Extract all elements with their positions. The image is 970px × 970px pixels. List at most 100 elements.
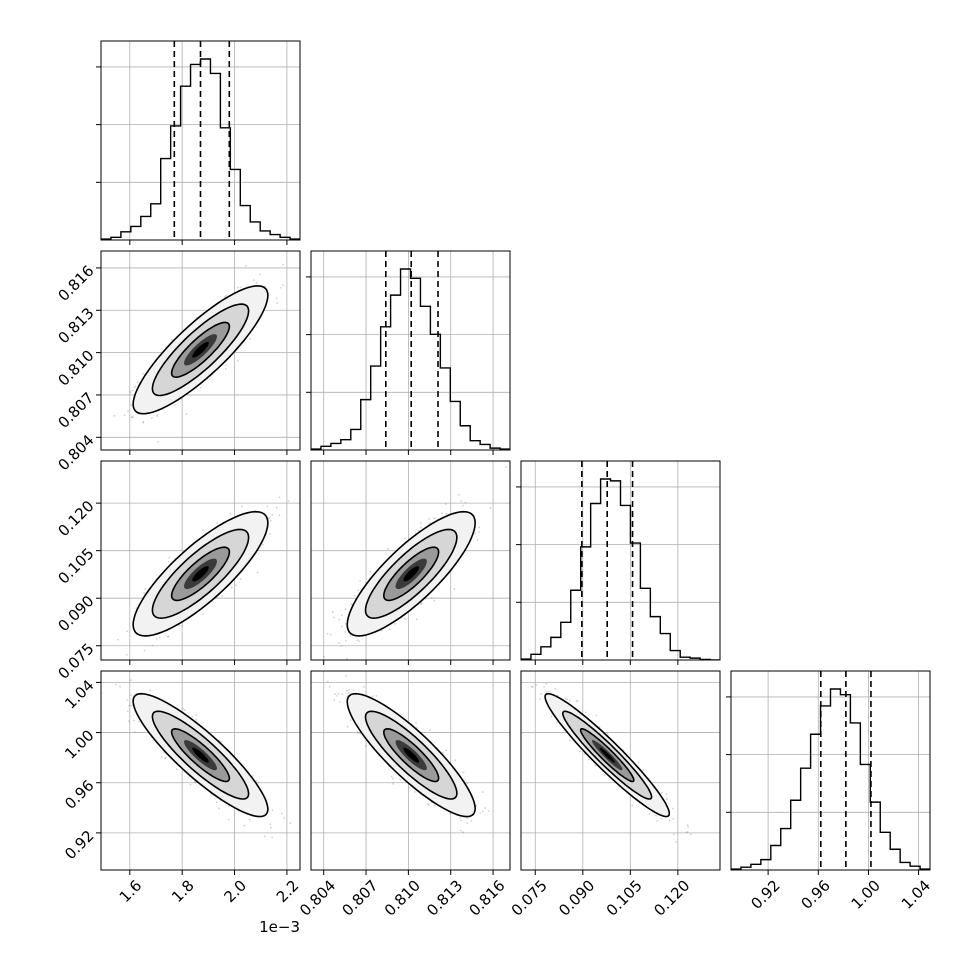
sample-point (476, 539, 479, 542)
contour-line (170, 546, 231, 602)
sample-point (183, 709, 186, 711)
sample-point (539, 698, 541, 700)
sample-point (575, 700, 578, 703)
sample-point (156, 414, 159, 416)
sample-point (127, 720, 130, 722)
sample-point (133, 386, 136, 389)
sample-point (125, 653, 128, 656)
sample-point (349, 635, 352, 637)
sample-point (543, 685, 545, 688)
sample-point (255, 281, 258, 284)
sample-point (474, 532, 477, 535)
x-tick-label: 0.96 (797, 876, 833, 912)
sample-point (348, 689, 350, 691)
sample-point (224, 368, 227, 370)
x-tick-label: 0.813 (423, 876, 466, 919)
sample-point (341, 693, 344, 695)
hist-panel-2 (521, 461, 720, 660)
sample-point (648, 813, 651, 815)
sample-point (331, 661, 333, 663)
x-tick-label: 0.804 (296, 876, 339, 919)
sample-point (666, 798, 668, 801)
sample-point (221, 595, 224, 597)
sample-point (130, 416, 133, 419)
sample-point (357, 589, 360, 592)
sample-point (326, 657, 328, 659)
sample-point (369, 570, 372, 573)
sample-point (504, 466, 507, 468)
sample-point (237, 359, 239, 362)
sample-point (237, 286, 240, 289)
sample-point (167, 635, 169, 638)
sample-point (357, 732, 359, 735)
sample-point (142, 421, 145, 423)
sample-point (687, 826, 689, 828)
sample-point (164, 756, 167, 759)
sample-point (167, 635, 170, 638)
sample-point (535, 684, 538, 686)
sample-point (419, 603, 422, 606)
sample-point (269, 532, 272, 535)
sample-point (637, 761, 640, 764)
sample-point (576, 700, 579, 702)
sample-point (195, 714, 198, 717)
sample-point (117, 638, 119, 641)
sample-point (460, 829, 462, 832)
sample-point (270, 520, 272, 522)
density-peak (403, 747, 419, 763)
sample-point (89, 432, 91, 434)
sample-point (135, 607, 138, 610)
sample-point (218, 807, 221, 810)
x-tick-label: 2.0 (220, 876, 250, 906)
sample-point (399, 778, 402, 781)
sample-point (420, 602, 423, 605)
sample-point (353, 594, 356, 597)
sample-point (414, 791, 416, 793)
panel-frame (520, 670, 721, 871)
sample-point (380, 629, 383, 632)
sample-point (460, 819, 462, 822)
sample-point (249, 818, 251, 821)
contour-line (382, 727, 440, 783)
density-peak (192, 566, 209, 582)
sample-point (470, 820, 473, 822)
y-tick-label: 0.075 (54, 640, 97, 683)
sample-point (660, 817, 663, 820)
sample-point (113, 414, 116, 417)
sample-point (235, 584, 238, 587)
sample-point (579, 750, 581, 753)
x-tick-label: 0.075 (508, 876, 551, 919)
sample-point (178, 624, 181, 627)
x-tick-label: 1.6 (116, 876, 146, 906)
sample-point (326, 680, 329, 683)
sample-point (137, 721, 140, 723)
sample-point (149, 689, 152, 692)
sample-point (673, 833, 675, 836)
sample-point (665, 793, 668, 796)
sample-point (428, 518, 431, 520)
sample-point (123, 414, 126, 417)
sample-point (262, 543, 265, 546)
sample-point (164, 757, 167, 760)
sample-point (136, 381, 139, 384)
sample-point (466, 822, 469, 824)
sample-point (587, 758, 590, 761)
density-peak (403, 566, 419, 582)
contour-line (132, 510, 269, 637)
sample-point (271, 809, 274, 811)
sample-point (264, 285, 267, 288)
scatter-panel-0-1 (89, 251, 300, 450)
sample-point (126, 710, 129, 713)
sample-point (142, 421, 145, 424)
sample-point (229, 512, 232, 515)
sample-point (275, 506, 278, 509)
histogram-step-line (521, 478, 720, 660)
sample-point (404, 618, 407, 621)
density-peak (192, 342, 209, 358)
contour-line (364, 710, 458, 800)
y-tick-label: 0.120 (54, 497, 97, 540)
sample-point (594, 764, 597, 767)
sample-point (656, 820, 658, 822)
sample-point (566, 698, 569, 701)
sample-point (278, 496, 281, 499)
